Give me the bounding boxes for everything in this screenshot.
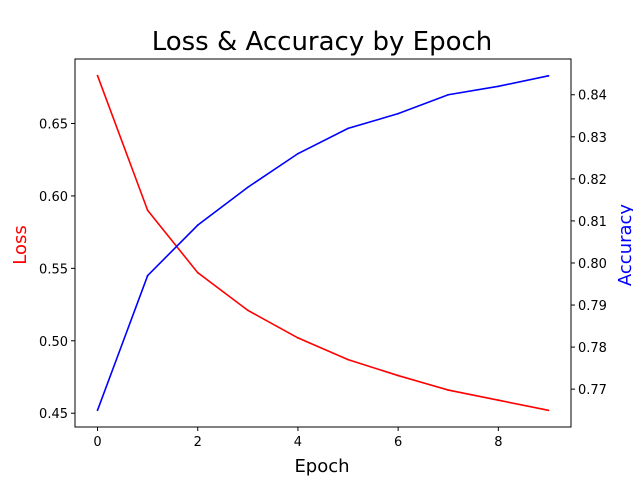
y-tick-label-left: 0.45: [39, 407, 68, 422]
data-point-right-7: [447, 93, 450, 96]
series-line-right: [96, 75, 549, 411]
data-point-left-1: [146, 209, 149, 212]
data-point-right-1: [146, 274, 149, 277]
data-point-left-8: [497, 399, 500, 402]
series-line-left: [96, 75, 549, 412]
x-tick-label: 4: [294, 435, 302, 450]
x-tick-label: 0: [93, 435, 101, 450]
y-tick-label-left: 0.60: [39, 190, 68, 205]
y-tick-label-left: 0.50: [39, 335, 68, 350]
data-point-left-0: [96, 74, 99, 77]
x-tick-label: 8: [494, 435, 502, 450]
data-point-left-3: [246, 309, 249, 312]
data-point-left-7: [447, 389, 450, 391]
y-tick-label-right: 0.84: [578, 89, 607, 104]
data-point-right-5: [347, 127, 349, 130]
y-tick-label-right: 0.79: [578, 299, 607, 314]
data-point-right-9: [547, 74, 550, 77]
x-tick-label: 2: [194, 435, 202, 450]
y-axis-right-label: Accuracy: [615, 204, 633, 287]
y-tick-label-left: 0.55: [39, 262, 68, 277]
y-tick-label-right: 0.78: [578, 341, 607, 356]
plot-area: 0 2 4 6 8 0.45 0.50 0.55 0.60 0.65 0.77 0.78 0.79 0.8…: [39, 58, 607, 450]
data-point-left-5: [347, 358, 349, 361]
plot-frame: [74, 58, 572, 428]
data-point-right-6: [397, 112, 400, 115]
data-point-left-9: [547, 409, 550, 412]
y-tick-label-right: 0.82: [578, 173, 607, 188]
x-tick-label: 6: [394, 435, 402, 450]
y-tick-label-right: 0.83: [578, 131, 607, 146]
data-point-left-6: [397, 374, 400, 377]
data-point-left-4: [297, 336, 299, 339]
y-axis-left-label: Loss: [10, 225, 31, 264]
data-point-right-2: [196, 224, 199, 227]
y-tick-label-right: 0.77: [578, 383, 607, 398]
y-tick-label-left: 0.65: [39, 117, 68, 132]
data-point-right-8: [497, 85, 500, 88]
y-tick-label-right: 0.81: [578, 215, 607, 230]
y-tick-label-right: 0.80: [578, 257, 607, 272]
data-point-right-0: [96, 409, 99, 412]
data-point-right-3: [246, 186, 249, 189]
data-point-right-4: [297, 152, 299, 155]
x-axis-label: Epoch: [294, 456, 349, 477]
chart-title: Loss & Accuracy by Epoch: [152, 27, 493, 57]
data-point-left-2: [196, 271, 199, 274]
